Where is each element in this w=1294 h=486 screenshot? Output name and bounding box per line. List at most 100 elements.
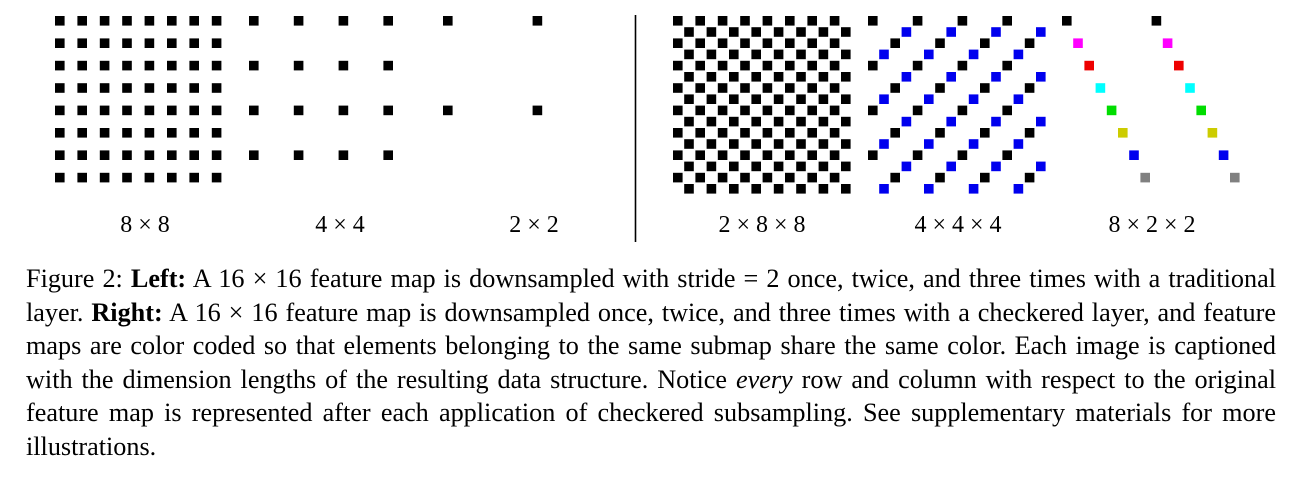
feature-cell-left-1: [99, 128, 110, 138]
feature-cell-right-1: [717, 172, 728, 183]
right-heading: Right:: [91, 297, 163, 327]
feature-cell-right-1: [695, 60, 705, 71]
feature-cell-right-1: [729, 139, 739, 149]
feature-cell-right-2: [980, 83, 990, 93]
feature-cell-right-3: [1230, 172, 1240, 183]
feature-cell-right-1: [796, 49, 806, 60]
feature-cell-right-1: [818, 94, 829, 104]
feature-cell-right-1: [684, 94, 694, 104]
feature-cell-right-1: [684, 116, 694, 127]
feature-cell-right-1: [762, 60, 773, 71]
feature-cell-right-1: [762, 83, 773, 93]
feature-cell-right-1: [841, 72, 851, 82]
panel-label-4x4x4: 4 × 4 × 4: [914, 212, 1001, 238]
feature-cell-right-1: [818, 49, 829, 60]
feature-cell-right-1: [796, 116, 806, 127]
feature-cell-right-3: [1196, 105, 1206, 116]
feature-cell-left-1: [122, 38, 132, 48]
caption-right-text-1: feature map is downsampled once, twice, …: [26, 297, 1276, 394]
feature-cell-right-2: [968, 184, 979, 194]
feature-cell-right-1: [740, 105, 750, 116]
feature-cell-right-1: [695, 128, 705, 138]
caption-right-text-2: row and column with respect to the origi…: [26, 364, 1277, 461]
feature-cell-right-2: [935, 83, 945, 93]
feature-cell-right-1: [785, 128, 795, 138]
feature-cell-right-1: [785, 60, 795, 71]
feature-cell-left-1: [167, 60, 177, 71]
feature-cell-right-1: [673, 83, 683, 93]
feature-cell-left-1: [77, 16, 87, 26]
feature-cell-right-2: [935, 172, 945, 183]
feature-cell-right-2: [1013, 49, 1024, 60]
feature-cell-left-2: [293, 60, 304, 71]
feature-cell-right-2: [1002, 150, 1012, 160]
feature-cell-right-1: [751, 161, 761, 172]
feature-cell-left-1: [189, 16, 199, 26]
feature-cell-left-1: [211, 150, 222, 160]
feature-cell-right-1: [706, 116, 717, 127]
feature-cell-right-1: [673, 60, 683, 71]
feature-cell-right-1: [729, 49, 739, 60]
feature-cell-left-1: [167, 105, 177, 116]
feature-cell-right-2: [890, 83, 900, 93]
feature-cell-right-1: [796, 94, 806, 104]
feature-cell-right-1: [695, 38, 705, 48]
feature-cell-right-3: [1073, 38, 1083, 48]
feature-cell-right-1: [818, 184, 829, 194]
feature-cell-left-1: [122, 150, 132, 160]
feature-cell-right-1: [762, 38, 773, 48]
right-panels: [673, 16, 1240, 194]
feature-cell-right-2: [868, 105, 878, 116]
feature-cell-left-1: [144, 38, 155, 48]
feature-cell-left-3: [532, 16, 543, 26]
feature-cell-right-2: [924, 94, 934, 104]
feature-cell-left-1: [77, 172, 87, 183]
feature-cell-right-1: [829, 16, 840, 26]
feature-cell-right-2: [980, 38, 990, 48]
caption-right-pre: A: [162, 297, 195, 327]
feature-cell-left-1: [99, 83, 110, 93]
feature-cell-right-2: [991, 116, 1001, 127]
feature-cell-right-1: [729, 161, 739, 172]
feature-cell-left-1: [55, 105, 65, 116]
feature-cell-left-1: [55, 38, 65, 48]
feature-cell-right-1: [818, 72, 829, 82]
feature-cell-left-2: [249, 60, 259, 71]
feature-cell-right-1: [829, 38, 840, 48]
feature-cell-right-2: [901, 161, 912, 172]
feature-cell-left-2: [293, 16, 304, 26]
feature-cell-right-1: [829, 150, 840, 160]
feature-cell-right-1: [785, 105, 795, 116]
feature-cell-right-3: [1084, 60, 1094, 71]
panel-label-8x8: 8 × 8: [120, 212, 170, 238]
feature-cell-right-1: [773, 27, 784, 37]
figure-caption: Figure 2: Left: A 16 × 16 feature map is…: [26, 262, 1276, 464]
figure-2-illustration: 8 × 8 4 × 4 2 × 2 2 × 8 × 8 4 × 4 × 4 8 …: [55, 15, 1240, 242]
feature-cell-right-3: [1062, 16, 1072, 26]
feature-cell-right-2: [1002, 16, 1012, 26]
feature-cell-right-2: [1013, 139, 1024, 149]
feature-cell-right-2: [1002, 60, 1012, 71]
feature-cell-right-1: [751, 72, 761, 82]
panel-label-2x8x8: 2 × 8 × 8: [718, 212, 805, 238]
feature-cell-left-1: [99, 60, 110, 71]
feature-cell-left-1: [211, 128, 222, 138]
feature-cell-right-1: [706, 72, 717, 82]
feature-cell-left-2: [293, 105, 304, 116]
feature-cell-right-1: [829, 172, 840, 183]
feature-cell-right-1: [807, 150, 817, 160]
feature-cell-right-1: [829, 83, 840, 93]
feature-cell-right-2: [980, 128, 990, 138]
feature-cell-right-1: [796, 72, 806, 82]
feature-cell-left-2: [293, 150, 304, 160]
feature-cell-right-2: [946, 27, 956, 37]
feature-cell-right-2: [924, 184, 934, 194]
feature-cell-right-1: [706, 161, 717, 172]
feature-cell-right-1: [717, 105, 728, 116]
feature-cell-left-2: [383, 150, 393, 160]
feature-cell-right-1: [762, 150, 773, 160]
feature-cell-left-2: [249, 150, 259, 160]
feature-cell-right-2: [890, 38, 900, 48]
feature-cell-right-1: [773, 139, 784, 149]
feature-cell-right-1: [717, 60, 728, 71]
